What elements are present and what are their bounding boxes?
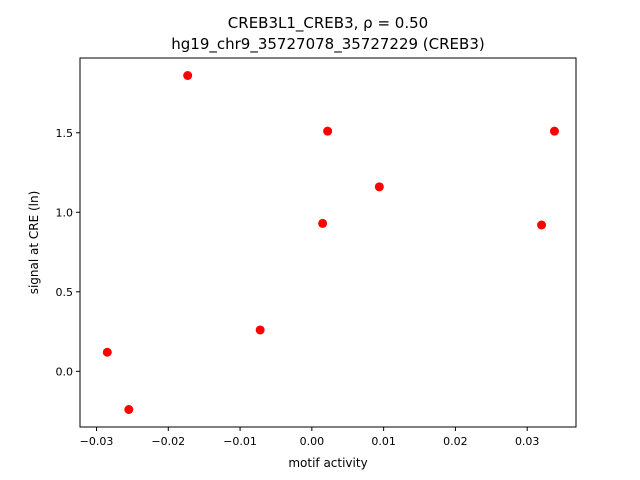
x-tick-label: 0.00 [300,435,325,448]
x-tick-label: −0.03 [80,435,114,448]
y-axis-ticks: 0.0 0.5 1.0 1.5 [56,127,80,378]
x-tick-label: 0.03 [515,435,540,448]
x-axis-label: motif activity [288,456,367,470]
axes-frame [79,57,577,428]
plot-area [79,57,577,428]
data-point-8 [537,220,547,230]
chart-title-line-1: CREB3L1_CREB3, ρ = 0.50 [228,14,428,33]
y-tick-label: 1.5 [56,127,74,140]
data-point-7 [374,182,384,192]
y-axis-label: signal at CRE (ln) [27,191,41,295]
y-tick-label: 0.5 [56,286,74,299]
data-point-5 [318,218,328,228]
data-point-9 [549,126,559,136]
data-point-6 [323,126,333,136]
x-tick-label: −0.01 [223,435,257,448]
x-tick-label: 0.02 [443,435,468,448]
x-tick-label: 0.01 [371,435,396,448]
chart-title-line-2: hg19_chr9_35727078_35727229 (CREB3) [171,35,484,54]
data-point-1 [102,347,112,357]
x-tick-label: −0.02 [151,435,185,448]
data-point-2 [124,405,134,415]
data-points [102,70,559,415]
y-tick-label: 1.0 [56,206,74,219]
x-axis-ticks: −0.03 −0.02 −0.01 0.00 0.01 0.02 0.03 [80,427,540,448]
data-point-3 [183,70,193,80]
y-tick-label: 0.0 [56,365,74,378]
data-point-4 [255,325,265,335]
